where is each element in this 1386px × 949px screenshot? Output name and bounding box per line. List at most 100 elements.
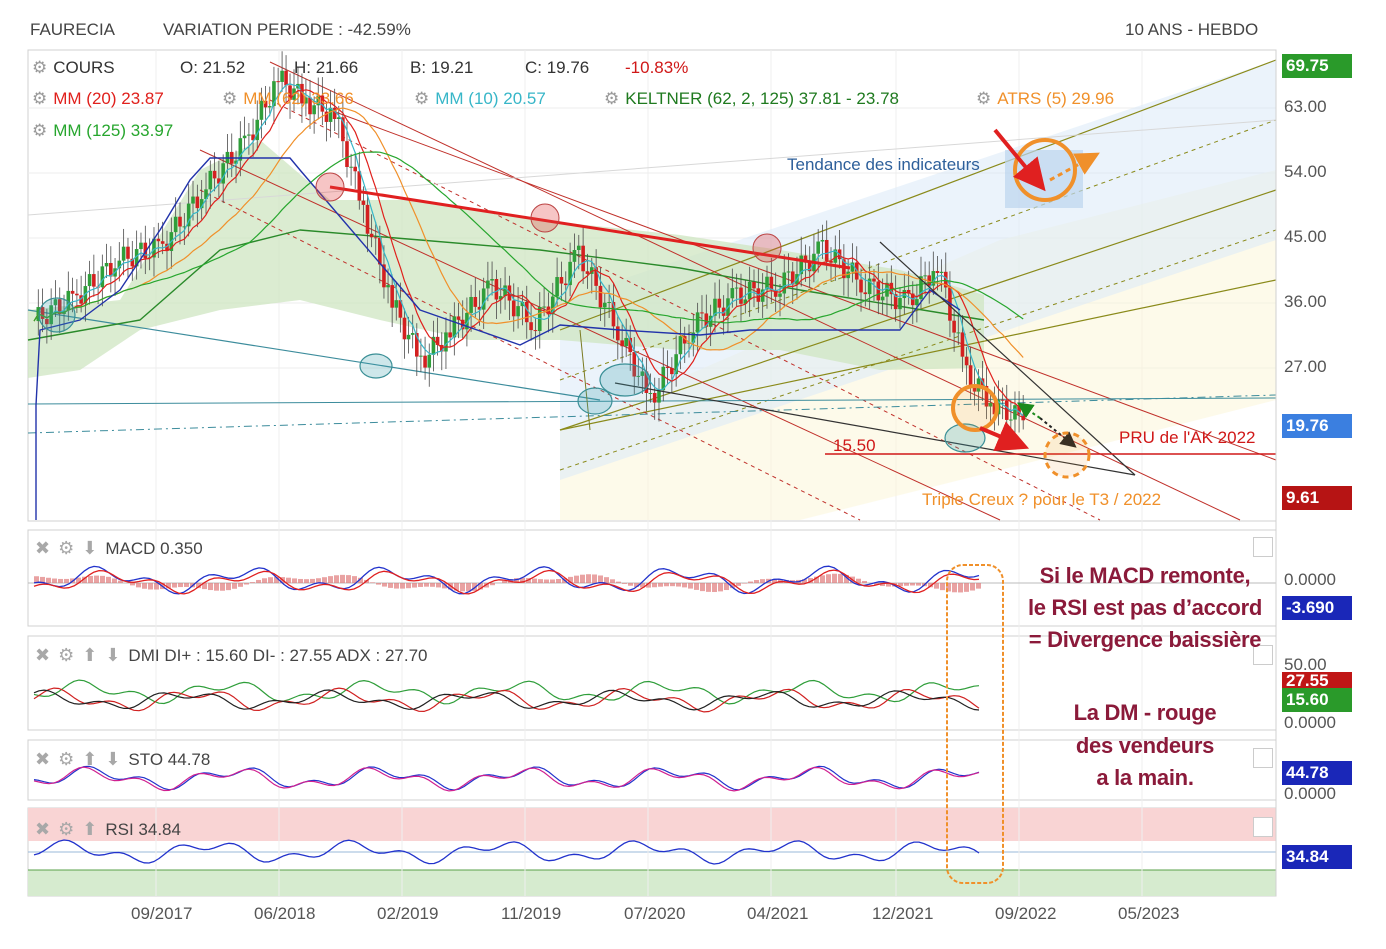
- candle-body: [620, 340, 624, 346]
- candle-body: [700, 312, 704, 313]
- sto-axis-zero: 0.0000: [1284, 784, 1336, 804]
- resistance-touch-circle: [753, 234, 781, 262]
- candle-body: [247, 135, 251, 136]
- macd-histogram-bar: [832, 574, 837, 583]
- candle-body: [881, 297, 885, 301]
- macd-histogram-bar: [736, 583, 741, 586]
- macd-histogram-bar: [592, 574, 597, 583]
- gear-icon[interactable]: ⚙: [58, 819, 74, 839]
- gear-icon[interactable]: ⚙: [58, 749, 74, 769]
- dmi-title-row: ✖⚙⬆⬇DMI DI+ : 15.60 DI- : 27.55 ADX : 27…: [35, 645, 428, 666]
- candle-body: [898, 298, 902, 309]
- candle-body: [770, 277, 774, 290]
- gear-icon[interactable]: ⚙: [32, 121, 47, 140]
- arrow-up-icon[interactable]: ⬆: [82, 819, 97, 839]
- macd-histogram-bar: [418, 583, 423, 587]
- macd-histogram-bar: [148, 583, 153, 589]
- gear-icon[interactable]: ⚙: [58, 645, 74, 665]
- price-tick: 36.00: [1284, 292, 1327, 312]
- rsi-checkbox[interactable]: [1253, 817, 1273, 837]
- candle-body: [411, 333, 415, 335]
- macd-histogram-bar: [460, 583, 465, 591]
- arrow-down-icon[interactable]: ⬇: [105, 749, 120, 769]
- macd-histogram-bar: [712, 583, 717, 592]
- resistance-touch-circle: [316, 173, 344, 201]
- candle-body: [370, 234, 374, 238]
- macd-axis-zero: 0.0000: [1284, 570, 1336, 590]
- macd-histogram-bar: [388, 583, 393, 588]
- macd-histogram-bar: [598, 575, 603, 583]
- macd-histogram-bar: [700, 583, 705, 591]
- macd-histogram-bar: [742, 583, 747, 584]
- candle-body: [213, 171, 217, 179]
- legend-mm10[interactable]: ⚙MM (10) 20.57: [414, 89, 546, 109]
- arrow-up-icon[interactable]: ⬆: [82, 645, 97, 665]
- legend-keltner[interactable]: ⚙KELTNER (62, 2, 125) 37.81 - 23.78: [604, 89, 899, 109]
- gear-icon[interactable]: ⚙: [976, 89, 991, 108]
- comment-line: le RSI est pas d’accord: [1000, 592, 1290, 624]
- arrow-up-icon[interactable]: ⬆: [82, 749, 97, 769]
- legend-high: H: 21.66: [294, 58, 358, 78]
- gear-icon[interactable]: ⚙: [604, 89, 619, 108]
- macd-histogram-bar: [916, 583, 921, 586]
- macd-checkbox[interactable]: [1253, 537, 1273, 557]
- candle-body: [616, 326, 620, 340]
- macd-histogram-bar: [136, 583, 141, 587]
- macd-histogram-bar: [208, 583, 213, 590]
- gear-icon[interactable]: ⚙: [222, 89, 237, 108]
- macd-histogram-bar: [412, 583, 417, 588]
- candle-body: [457, 316, 461, 319]
- legend-mm20[interactable]: ⚙MM (20) 23.87: [32, 89, 164, 109]
- candle-body: [427, 355, 431, 368]
- candle-body: [649, 393, 653, 394]
- macd-histogram-bar: [628, 583, 633, 586]
- comment-line: Si le MACD remonte,: [1000, 560, 1290, 592]
- support-touch-ellipse: [600, 364, 650, 396]
- legend-atrs[interactable]: ⚙ATRS (5) 29.96: [976, 89, 1114, 109]
- candle-body: [345, 141, 349, 167]
- macd-title: MACD: [105, 539, 155, 558]
- macd-histogram-bar: [682, 583, 687, 587]
- macd-histogram-bar: [580, 575, 585, 583]
- macd-histogram-bar: [424, 583, 429, 587]
- macd-histogram-bar: [250, 582, 255, 583]
- candle-body: [473, 297, 477, 307]
- candle-body: [581, 246, 585, 272]
- candle-body: [157, 239, 161, 242]
- close-icon[interactable]: ✖: [35, 538, 50, 558]
- macd-histogram-bar: [934, 583, 939, 589]
- candle-body: [915, 299, 919, 305]
- legend-mm62[interactable]: ⚙MM (62) 33.66: [222, 89, 354, 109]
- candle-body: [624, 338, 628, 346]
- macd-histogram-bar: [292, 578, 297, 583]
- close-icon[interactable]: ✖: [35, 645, 50, 665]
- candle-body: [670, 368, 674, 374]
- close-icon[interactable]: ✖: [35, 749, 50, 769]
- macd-histogram-bar: [394, 583, 399, 589]
- arrow-down-icon[interactable]: ⬇: [105, 645, 120, 665]
- gear-icon[interactable]: ⚙: [32, 58, 47, 77]
- candle-body: [821, 240, 825, 242]
- gear-icon[interactable]: ⚙: [58, 538, 74, 558]
- candle-body: [542, 307, 546, 308]
- x-tick-label: 09/2017: [131, 904, 192, 924]
- legend-cours[interactable]: ⚙COURS: [32, 58, 115, 78]
- macd-histogram-bar: [538, 579, 543, 583]
- macd-histogram-bar: [586, 574, 591, 583]
- candle-body: [276, 81, 280, 82]
- gear-icon[interactable]: ⚙: [32, 89, 47, 108]
- legend-open: O: 21.52: [180, 58, 245, 78]
- macd-histogram-bar: [232, 583, 237, 589]
- candle-body: [653, 393, 657, 403]
- macd-histogram-bar: [748, 582, 753, 583]
- macd-histogram-bar: [262, 578, 267, 583]
- macd-histogram-bar: [130, 583, 135, 585]
- close-icon[interactable]: ✖: [35, 819, 50, 839]
- candle-body: [366, 205, 370, 234]
- candle-body: [403, 318, 407, 340]
- candle-body: [1013, 405, 1017, 419]
- legend-mm125[interactable]: ⚙MM (125) 33.97: [32, 121, 173, 141]
- gear-icon[interactable]: ⚙: [414, 89, 429, 108]
- arrow-down-icon[interactable]: ⬇: [82, 538, 97, 558]
- macd-histogram-bar: [220, 583, 225, 591]
